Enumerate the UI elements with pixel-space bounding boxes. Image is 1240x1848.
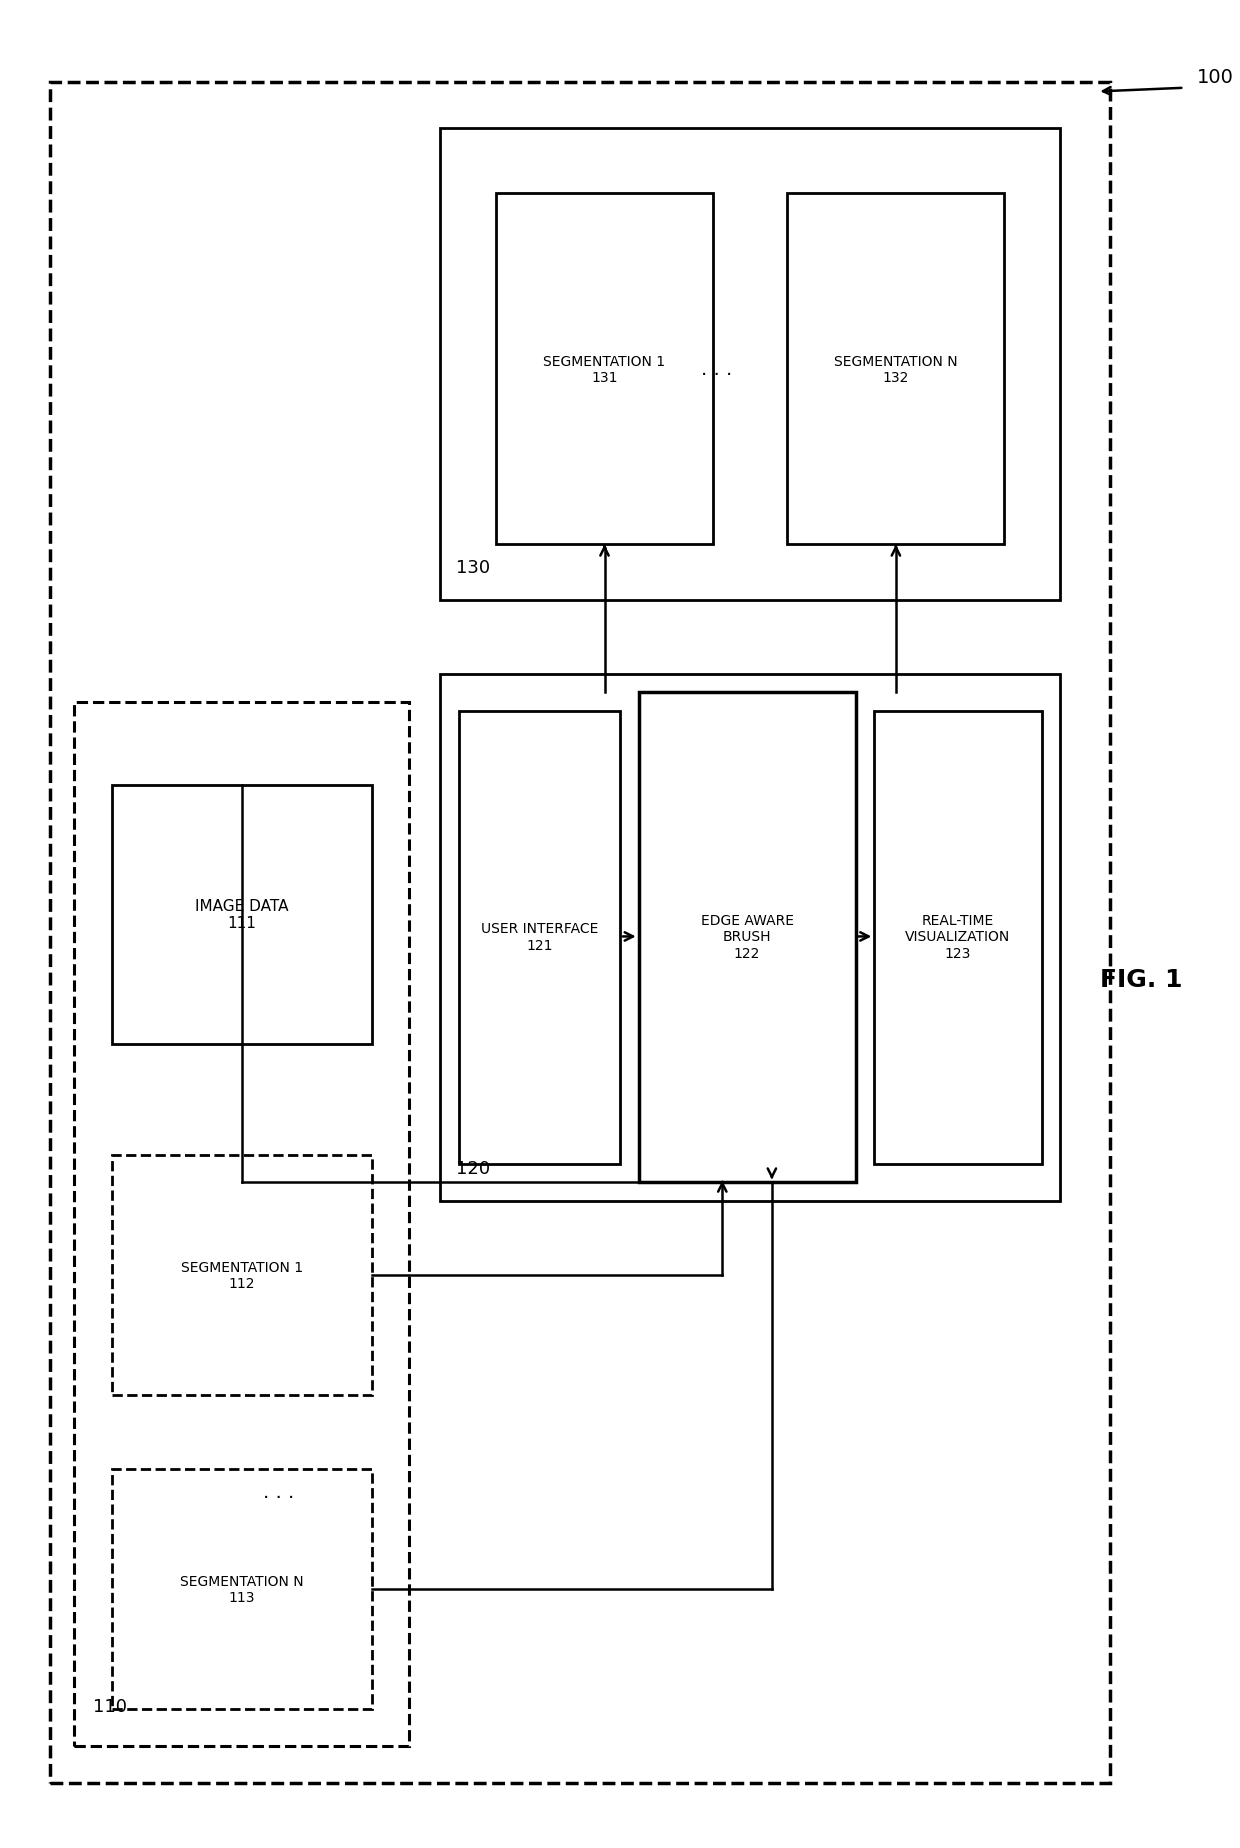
- Text: . . .: . . .: [701, 360, 733, 379]
- Polygon shape: [112, 1155, 372, 1395]
- Polygon shape: [639, 693, 856, 1183]
- Text: 130: 130: [456, 558, 491, 577]
- Polygon shape: [440, 675, 1060, 1201]
- Text: SEGMENTATION N
113: SEGMENTATION N 113: [180, 1574, 304, 1604]
- Text: EDGE AWARE
BRUSH
122: EDGE AWARE BRUSH 122: [701, 913, 794, 961]
- Text: IMAGE DATA
111: IMAGE DATA 111: [195, 898, 289, 931]
- Text: USER INTERFACE
121: USER INTERFACE 121: [481, 922, 598, 952]
- Text: 120: 120: [456, 1159, 491, 1177]
- Text: 100: 100: [1197, 68, 1234, 87]
- Polygon shape: [874, 711, 1042, 1164]
- Text: . . .: . . .: [263, 1482, 295, 1501]
- Polygon shape: [787, 194, 1004, 545]
- Polygon shape: [440, 129, 1060, 601]
- Text: SEGMENTATION 1
131: SEGMENTATION 1 131: [543, 355, 666, 384]
- Polygon shape: [74, 702, 409, 1746]
- Text: FIG. 1: FIG. 1: [1100, 968, 1182, 991]
- Text: SEGMENTATION N
132: SEGMENTATION N 132: [835, 355, 957, 384]
- Polygon shape: [112, 785, 372, 1044]
- Polygon shape: [50, 83, 1110, 1783]
- Polygon shape: [459, 711, 620, 1164]
- Polygon shape: [112, 1469, 372, 1709]
- Text: REAL-TIME
VISUALIZATION
123: REAL-TIME VISUALIZATION 123: [905, 913, 1011, 961]
- Text: 110: 110: [93, 1696, 126, 1715]
- Text: SEGMENTATION 1
112: SEGMENTATION 1 112: [181, 1260, 303, 1290]
- Polygon shape: [496, 194, 713, 545]
